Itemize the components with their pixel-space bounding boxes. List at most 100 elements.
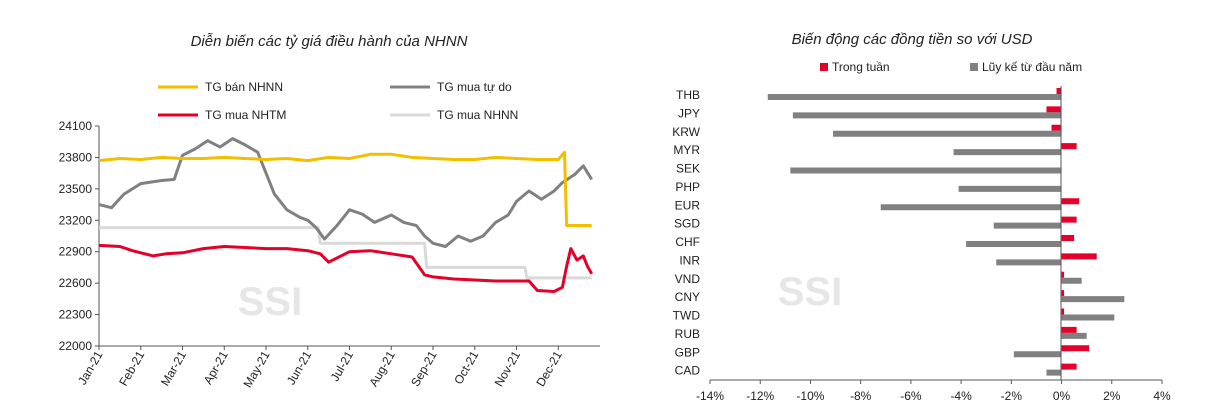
right-bar-ytd — [1061, 296, 1125, 303]
right-chart-title: Biến động các đồng tiền so với USD — [792, 31, 1033, 48]
left-x-tick-label: Jun-21 — [284, 348, 315, 387]
right-x-tick-label: -8% — [850, 389, 872, 403]
right-bar-weekly — [1061, 290, 1065, 297]
right-legend-swatch — [820, 63, 828, 71]
right-x-tick-label: 0% — [1053, 389, 1071, 403]
right-category-label: MYR — [673, 143, 700, 157]
right-category-label: SEK — [676, 162, 700, 176]
right-legend: Trong tuần Lũy kế từ đầu năm — [820, 60, 1082, 74]
left-legend-label: TG mua NHTM — [205, 108, 286, 122]
left-y-ticks: 22000 22300 22600 22900 23200 23500 23800 24100 — [59, 119, 99, 353]
left-x-tick-label: Apr-21 — [201, 348, 231, 386]
right-bar-ytd — [1061, 277, 1082, 284]
right-bar-ytd — [993, 222, 1062, 229]
right-bar-weekly — [1061, 308, 1065, 315]
left-x-tick-label: Jan-21 — [75, 348, 106, 387]
right-category-label: RUB — [675, 327, 700, 341]
right-category-label: CNY — [675, 290, 700, 304]
right-x-tick-label: -2% — [1001, 389, 1023, 403]
left-x-tick-label: Jul-21 — [328, 348, 357, 384]
right-bar-ytd — [996, 259, 1062, 266]
left-y-tick-label: 23800 — [59, 150, 93, 164]
left-series-line-2 — [98, 243, 594, 293]
left-x-tick-label: Feb-21 — [116, 348, 147, 388]
left-x-tick-label: Aug-21 — [366, 348, 398, 389]
right-legend-label: Lũy kế từ đầu năm — [982, 60, 1082, 74]
right-bar-ytd — [958, 185, 1062, 192]
right-bar-weekly — [1061, 198, 1080, 205]
right-bar-weekly — [1061, 271, 1065, 278]
left-watermark: SSI — [238, 280, 302, 324]
left-y-tick-label: 22300 — [59, 308, 93, 322]
right-category-label: GBP — [675, 345, 700, 359]
left-y-tick-label: 22000 — [59, 339, 93, 353]
right-x-tick-label: -10% — [796, 389, 824, 403]
left-x-ticks: Jan-21 Feb-21 Mar-21 Apr-21 May-21 Jun-21 Jul-… — [75, 346, 565, 390]
right-category-label: CHF — [675, 235, 700, 249]
right-bar-weekly — [1061, 235, 1075, 241]
right-bar-ytd — [1013, 351, 1062, 358]
left-series-lines — [98, 137, 594, 293]
left-series-line-1 — [98, 137, 593, 248]
right-legend-swatch — [970, 63, 978, 71]
right-bar-weekly — [1061, 363, 1077, 370]
right-bar-ytd — [953, 149, 1062, 156]
left-y-tick-label: 23200 — [59, 213, 93, 227]
right-bar-ytd — [966, 241, 1062, 247]
left-x-tick-label: Sep-21 — [408, 348, 440, 389]
left-chart-title: Diễn biến các tỷ giá điều hành của NHNN — [191, 33, 468, 50]
right-bar-weekly — [1061, 253, 1097, 260]
right-bar-ytd — [792, 112, 1062, 119]
right-watermark: SSI — [778, 270, 842, 314]
right-bar-ytd — [1061, 332, 1087, 339]
right-bar-chart: Biến động các đồng tiền so với USD SSI T… — [672, 31, 1171, 403]
right-category-label: KRW — [672, 125, 700, 139]
right-bar-weekly — [1046, 106, 1062, 113]
right-bar-ytd — [833, 130, 1062, 137]
right-category-labels: THB JPY KRW MYR SEK PHP EUR SGD CHF INR VND CNY TWD R… — [672, 88, 700, 378]
right-category-label: TWD — [673, 309, 701, 323]
right-bar-ytd — [1061, 314, 1115, 321]
left-series-line-0 — [98, 150, 592, 227]
right-bar-ytd — [880, 204, 1062, 211]
left-x-tick-label: Nov-21 — [492, 348, 524, 389]
right-bars — [767, 88, 1125, 376]
left-y-tick-label: 22600 — [59, 276, 93, 290]
right-category-label: EUR — [675, 198, 701, 212]
right-x-ticks: -14% -12% -10% -8% -6% -4% -2% 0% 2% 4% — [696, 380, 1171, 403]
left-x-tick-label: Mar-21 — [158, 348, 189, 388]
right-bar-weekly — [1056, 88, 1062, 94]
left-legend: TG bán NHNN TG mua tự do TG mua NHTM TG mua… — [158, 80, 518, 122]
right-bar-weekly — [1051, 124, 1062, 131]
left-x-tick-label: Dec-21 — [533, 348, 565, 389]
right-category-label: CAD — [675, 364, 701, 378]
right-category-label: PHP — [675, 180, 700, 194]
right-category-label: INR — [679, 253, 700, 267]
left-y-tick-label: 22900 — [59, 245, 93, 259]
right-x-tick-label: -14% — [696, 389, 724, 403]
right-legend-label: Trong tuần — [832, 60, 890, 74]
right-bar-ytd — [1046, 369, 1062, 376]
right-bar-ytd — [767, 94, 1062, 100]
left-legend-label: TG mua tự do — [437, 80, 512, 94]
right-x-tick-label: -12% — [746, 389, 774, 403]
left-legend-label: TG mua NHNN — [437, 108, 518, 122]
right-bar-weekly — [1061, 326, 1077, 333]
left-x-tick-label: May-21 — [240, 348, 272, 390]
right-x-tick-label: 4% — [1153, 389, 1171, 403]
right-bar-weekly — [1061, 143, 1077, 150]
left-y-tick-label: 24100 — [59, 119, 93, 133]
right-category-label: JPY — [678, 106, 700, 120]
right-bar-ytd — [790, 167, 1062, 174]
left-line-chart: Diễn biến các tỷ giá điều hành của NHNN … — [59, 33, 600, 390]
right-category-label: THB — [676, 88, 700, 102]
left-x-tick-label: Oct-21 — [451, 348, 481, 386]
left-y-tick-label: 23500 — [59, 182, 93, 196]
right-x-tick-label: 2% — [1103, 389, 1121, 403]
right-bar-weekly — [1061, 345, 1090, 352]
left-legend-label: TG bán NHNN — [205, 80, 283, 94]
right-x-tick-label: -6% — [900, 389, 922, 403]
right-category-label: SGD — [674, 217, 700, 231]
right-x-tick-label: -4% — [950, 389, 972, 403]
